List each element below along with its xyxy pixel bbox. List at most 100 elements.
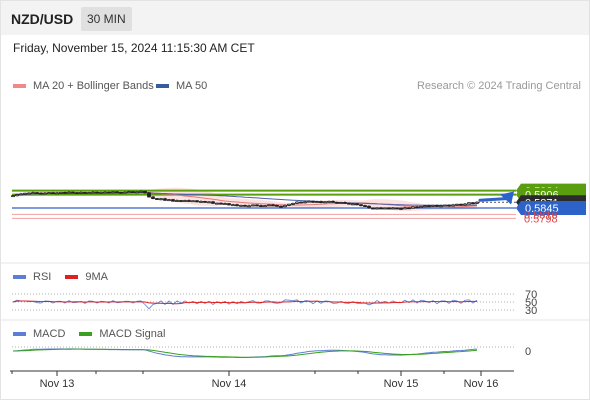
candle-body	[331, 200, 335, 203]
candle	[31, 191, 35, 195]
macd-panel: 0	[12, 346, 531, 358]
candle	[23, 192, 27, 195]
candle	[267, 204, 271, 207]
candle	[279, 205, 283, 208]
candle	[171, 198, 175, 202]
currency-pair: NZD/USD	[11, 11, 74, 27]
candle-body	[71, 191, 75, 194]
candle-body	[471, 202, 475, 205]
macd-signal-label: MACD Signal	[99, 328, 166, 340]
candle-body	[463, 203, 467, 206]
macd-level-label: 0	[525, 346, 531, 358]
candle-body	[451, 204, 455, 207]
candle	[175, 199, 179, 202]
candle-body	[359, 204, 363, 207]
candle	[27, 192, 31, 195]
candle	[383, 207, 387, 210]
candle-body	[219, 202, 223, 205]
candle-body	[147, 192, 151, 198]
candle-body	[95, 191, 99, 194]
candle-body	[99, 191, 103, 194]
candle-body	[311, 200, 315, 203]
candle	[159, 197, 163, 201]
candle	[115, 190, 119, 194]
candle-body	[83, 191, 87, 194]
candle-body	[379, 207, 383, 210]
rsi-ma-swatch	[65, 275, 79, 279]
candle	[231, 203, 235, 207]
candle-body	[11, 195, 15, 198]
candle	[355, 202, 359, 206]
candle-body	[467, 202, 471, 205]
candle-body	[247, 205, 251, 208]
candle	[167, 199, 171, 202]
candle	[63, 191, 67, 194]
price-tag-3	[516, 201, 586, 215]
x-tick-label: Nov 14	[212, 378, 247, 390]
candle-body	[299, 201, 303, 204]
candle	[11, 195, 15, 198]
candle-body	[475, 201, 479, 204]
candle	[399, 207, 403, 210]
candle-body	[159, 198, 163, 201]
candle	[295, 201, 299, 205]
candle	[119, 191, 123, 194]
candle	[307, 200, 311, 203]
candle-body	[459, 203, 463, 206]
candle-body	[207, 201, 211, 204]
candle	[207, 201, 211, 204]
candle	[303, 201, 307, 204]
ma50-swatch	[156, 84, 169, 88]
candle-body	[79, 191, 83, 194]
candle	[391, 207, 395, 210]
candle	[211, 200, 215, 204]
chart-datetime: Friday, November 15, 2024 11:15:30 AM CE…	[13, 41, 255, 55]
candle	[339, 201, 343, 204]
candle	[375, 207, 379, 210]
candle	[451, 203, 455, 207]
candle-body	[267, 204, 271, 207]
macd-signal-line	[13, 348, 478, 358]
candle	[443, 204, 447, 207]
ma20-label: MA 20 + Bollinger Bands	[33, 80, 154, 92]
candle	[75, 191, 79, 195]
macd-line	[12, 348, 478, 358]
candle	[47, 192, 51, 195]
candle-body	[111, 191, 115, 194]
candle-body	[279, 205, 283, 208]
candle-body	[415, 206, 419, 209]
legend-ma20: MA 20 + Bollinger Bands	[13, 80, 154, 92]
candle-body	[255, 204, 259, 207]
candle	[111, 191, 115, 194]
candle-body	[51, 192, 55, 195]
candle-body	[127, 191, 131, 194]
candle-body	[383, 207, 387, 210]
candle-body	[167, 199, 171, 202]
candle	[411, 206, 415, 209]
timeframe-button[interactable]: 30 MIN	[81, 7, 132, 31]
x-tick-label: Nov 15	[384, 378, 419, 390]
candle	[139, 190, 143, 193]
candle	[59, 191, 63, 194]
candle-body	[403, 207, 407, 210]
candle-body	[239, 204, 243, 207]
candle	[299, 201, 303, 204]
candle	[83, 191, 87, 194]
candle	[311, 200, 315, 204]
candle	[271, 203, 275, 207]
candle	[39, 192, 43, 195]
candle	[315, 200, 319, 204]
candle	[155, 197, 159, 200]
candle-body	[155, 198, 159, 200]
candle	[107, 191, 111, 194]
candle	[351, 203, 355, 206]
candle-body	[187, 200, 191, 202]
candle-body	[199, 200, 203, 203]
candle-body	[303, 201, 307, 204]
candle	[199, 200, 203, 203]
candle-body	[283, 204, 287, 208]
forecast-arrow-shaft	[478, 197, 510, 202]
candle	[255, 204, 259, 207]
